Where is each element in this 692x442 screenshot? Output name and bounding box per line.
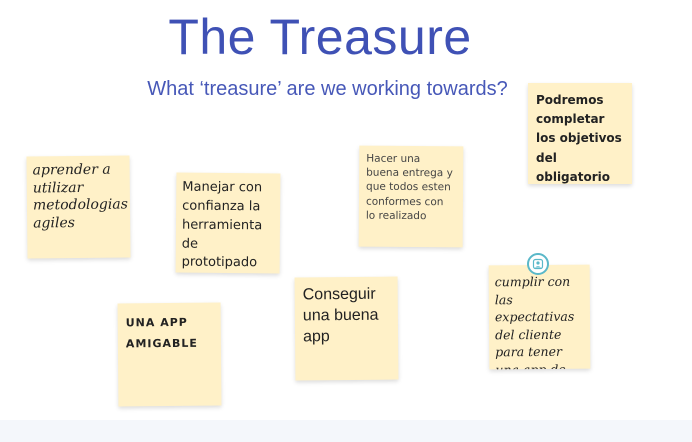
sticky-note-entrega[interactable]: Hacer una buena entrega y que todos este… <box>358 145 464 248</box>
board-subtitle: What ‘treasure’ are we working towards? <box>147 78 508 100</box>
sticky-note-aprender[interactable]: aprender a utilizar metodologias agiles <box>26 155 131 259</box>
sticky-note-conseguir[interactable]: Conseguir una buena app <box>294 276 399 381</box>
user-avatar-icon[interactable] <box>527 253 549 275</box>
sticky-note-objetivos[interactable]: Podremos completar los objetivos del obl… <box>528 83 632 184</box>
user-glyph-icon <box>532 258 544 270</box>
sticky-note-manejar[interactable]: Manejar con confianza la herramienta de … <box>175 172 281 274</box>
sticky-note-expectativas[interactable]: cumplir con las expectativas del cliente… <box>488 264 591 370</box>
bottom-toolbar-strip <box>0 420 692 442</box>
sticky-note-app-amigable[interactable]: UNA APP AMIGABLE <box>117 302 222 407</box>
board-title: The Treasure <box>168 9 472 65</box>
